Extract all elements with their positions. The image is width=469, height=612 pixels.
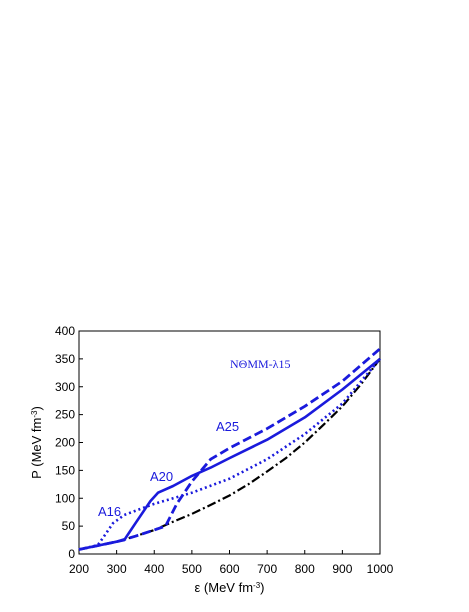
- annotation: A20: [150, 469, 173, 484]
- annotation: A16: [98, 504, 121, 519]
- x-tick-label: 600: [219, 562, 239, 576]
- y-tick-label: 200: [55, 436, 75, 450]
- y-tick-label: 50: [62, 519, 76, 533]
- series-line: [78, 347, 381, 551]
- x-tick-label: 800: [295, 562, 315, 576]
- x-tick-label: 1000: [367, 562, 394, 576]
- y-axis-label-part: ): [29, 406, 44, 410]
- x-axis-label-part: ): [260, 580, 264, 595]
- y-tick-label: 400: [55, 324, 75, 338]
- y-tick-label: 150: [55, 463, 75, 477]
- series-line: [78, 358, 381, 551]
- x-tick-label: 200: [69, 562, 89, 576]
- x-tick-label: 900: [332, 562, 352, 576]
- y-axis-label: P (MeV fm-3): [29, 406, 44, 479]
- y-tick-label: 0: [68, 547, 75, 561]
- x-tick-label: 700: [257, 562, 277, 576]
- annotation: NΘMM-λ15: [230, 357, 291, 371]
- y-axis-label-part: P (MeV fm: [29, 418, 44, 479]
- x-tick-label: 500: [182, 562, 202, 576]
- series-line: [78, 358, 381, 551]
- y-tick-label: 350: [55, 352, 75, 366]
- x-axis-label-part: ε (MeV fm: [195, 580, 254, 595]
- x-axis-label-part: -3: [253, 581, 261, 590]
- annotation: A25: [216, 419, 239, 434]
- x-tick-label: 300: [107, 562, 127, 576]
- x-tick-label: 400: [144, 562, 164, 576]
- x-axis-label: ε (MeV fm-3): [195, 580, 265, 595]
- y-tick-label: 100: [55, 491, 75, 505]
- y-tick-label: 250: [55, 408, 75, 422]
- y-axis-label-part: -3: [30, 410, 39, 418]
- y-tick-label: 300: [55, 380, 75, 394]
